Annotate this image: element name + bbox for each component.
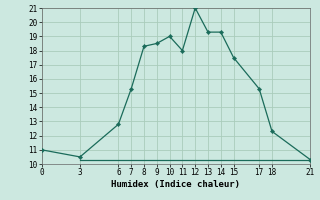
X-axis label: Humidex (Indice chaleur): Humidex (Indice chaleur) [111,180,241,189]
